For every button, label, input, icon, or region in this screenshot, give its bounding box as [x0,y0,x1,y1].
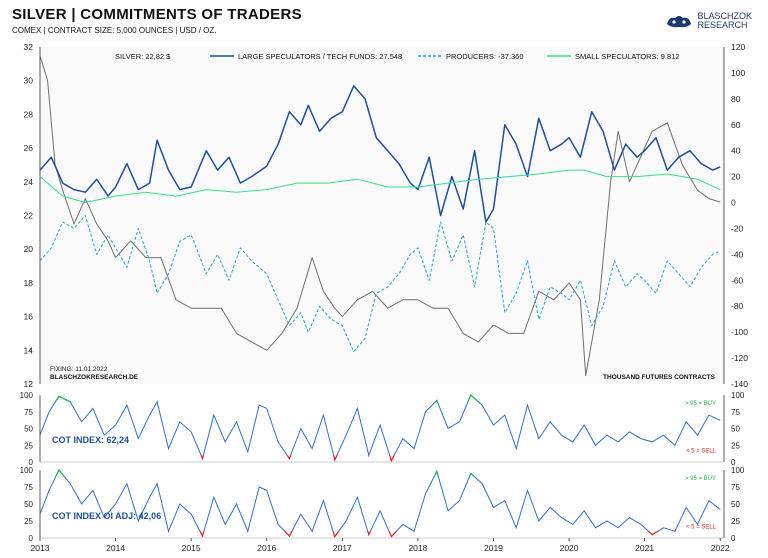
cot-index-buy-label: > 95 = BUY [685,401,716,407]
left-tick-label: 32 [24,42,34,52]
chart-subtitle: COMEX | CONTRACT SIZE: 5,000 OUNCES | US… [12,26,217,35]
x-tick-label: 2013 [31,543,50,553]
right-tick-label: 20 [731,172,741,182]
right-tick-label: 100 [731,68,745,78]
brand-logo: BLASCHZOK RESEARCH [665,12,752,30]
legend-entry-0: SILVER: 22,82 $ [115,52,171,61]
x-tick-label: 2015 [182,543,201,553]
chart-title: SILVER | COMMITMENTS OF TRADERS [12,6,302,23]
right-tick-label: -20 [731,223,744,233]
logo-line-2: RESEARCH [697,20,748,30]
cot-index-right-tick: 75 [731,408,740,417]
x-tick-label: 2017 [333,543,352,553]
cot-index-line [39,394,721,463]
cot-index-oi-left-tick: 0 [29,534,34,543]
legend-entry-2: PRODUCERS: -37.360 [446,52,524,61]
cot-index-label: COT INDEX: 62,24 [52,435,129,445]
cot-index-left-tick: 50 [24,425,33,434]
x-tick-label: 2014 [106,543,125,553]
x-tick-label: 2019 [484,543,503,553]
right-axis-label: THOUSAND FUTURES CONTRACTS [603,374,716,381]
right-tick-label: 60 [731,120,741,130]
left-tick-label: 20 [24,244,34,254]
cot-index-oi-right-tick: 50 [731,500,740,509]
bull-bear-logo-icon [667,16,692,28]
left-tick-label: 28 [24,109,34,119]
right-tick-label: -140 [731,379,748,389]
fixing-note: FIXING: 11.01.2022 [50,366,108,373]
right-tick-label: -60 [731,275,744,285]
cot-index-oi-left-tick: 100 [20,466,34,475]
cot-index-oi-left-tick: 25 [24,517,33,526]
cot-index-left-tick: 75 [24,408,33,417]
x-tick-label: 2022 [711,543,730,553]
cot-index-right-tick: 50 [731,425,740,434]
right-tick-label: -120 [731,353,748,363]
left-tick-label: 18 [24,278,34,288]
right-tick-label: -40 [731,249,744,259]
left-tick-label: 30 [24,76,34,86]
cot-index-oi-left-tick: 75 [24,483,33,492]
cot-index-left-tick: 25 [24,441,33,450]
x-tick-label: 2016 [257,543,276,553]
cot-index-right-tick: 100 [731,391,745,400]
cot-index-left-tick: 0 [29,458,34,467]
cot-index-plot-area [40,395,724,462]
right-tick-label: -80 [731,301,744,311]
left-tick-label: 14 [24,345,34,355]
cot-index-oi-right-tick: 75 [731,483,740,492]
cot-index-oi-plot-area [40,470,724,538]
cot-index-sell-label: < 5 = SELL [686,449,717,455]
cot-index-oi-label: COT INDEX OI ADJ: 42,06 [52,511,161,521]
series-line-2 [39,215,721,353]
main-plot-area [40,47,724,384]
x-tick-label: 2020 [560,543,579,553]
series-line-3 [39,169,721,203]
cot-index-oi-right-tick: 100 [731,466,745,475]
cot-index-oi-line [39,469,721,538]
left-tick-label: 26 [24,143,34,153]
cot-index-oi-right-tick: 25 [731,517,740,526]
left-tick-label: 24 [24,177,34,187]
series-line-1 [39,85,721,223]
right-tick-label: -100 [731,327,748,337]
cot-index-oi-left-tick: 50 [24,500,33,509]
right-tick-label: 40 [731,146,741,156]
left-tick-label: 12 [24,379,34,389]
cot-index-oi-sell-label: < 5 = SELL [686,524,717,530]
right-tick-label: 120 [731,42,745,52]
left-tick-label: 22 [24,211,34,221]
right-tick-label: 80 [731,94,741,104]
cot-index-left-tick: 100 [20,391,34,400]
x-tick-label: 2021 [635,543,654,553]
source-note: BLASCHZOKRESEARCH.DE [50,374,139,381]
right-tick-label: 0 [731,198,736,208]
cot-index-oi-right-tick: 0 [731,534,736,543]
cot-index-right-tick: 25 [731,441,740,450]
legend-entry-1: LARGE SPECULATORS / TECH FUNDS: 27.548 [238,52,402,61]
left-tick-label: 16 [24,312,34,322]
cot-index-oi-buy-label: > 95 = BUY [685,476,716,482]
x-tick-label: 2018 [408,543,427,553]
logo-line-1: BLASCHZOK [697,11,752,21]
legend-entry-3: SMALL SPECULATORS: 9.812 [575,52,680,61]
cot-index-right-tick: 0 [731,458,736,467]
